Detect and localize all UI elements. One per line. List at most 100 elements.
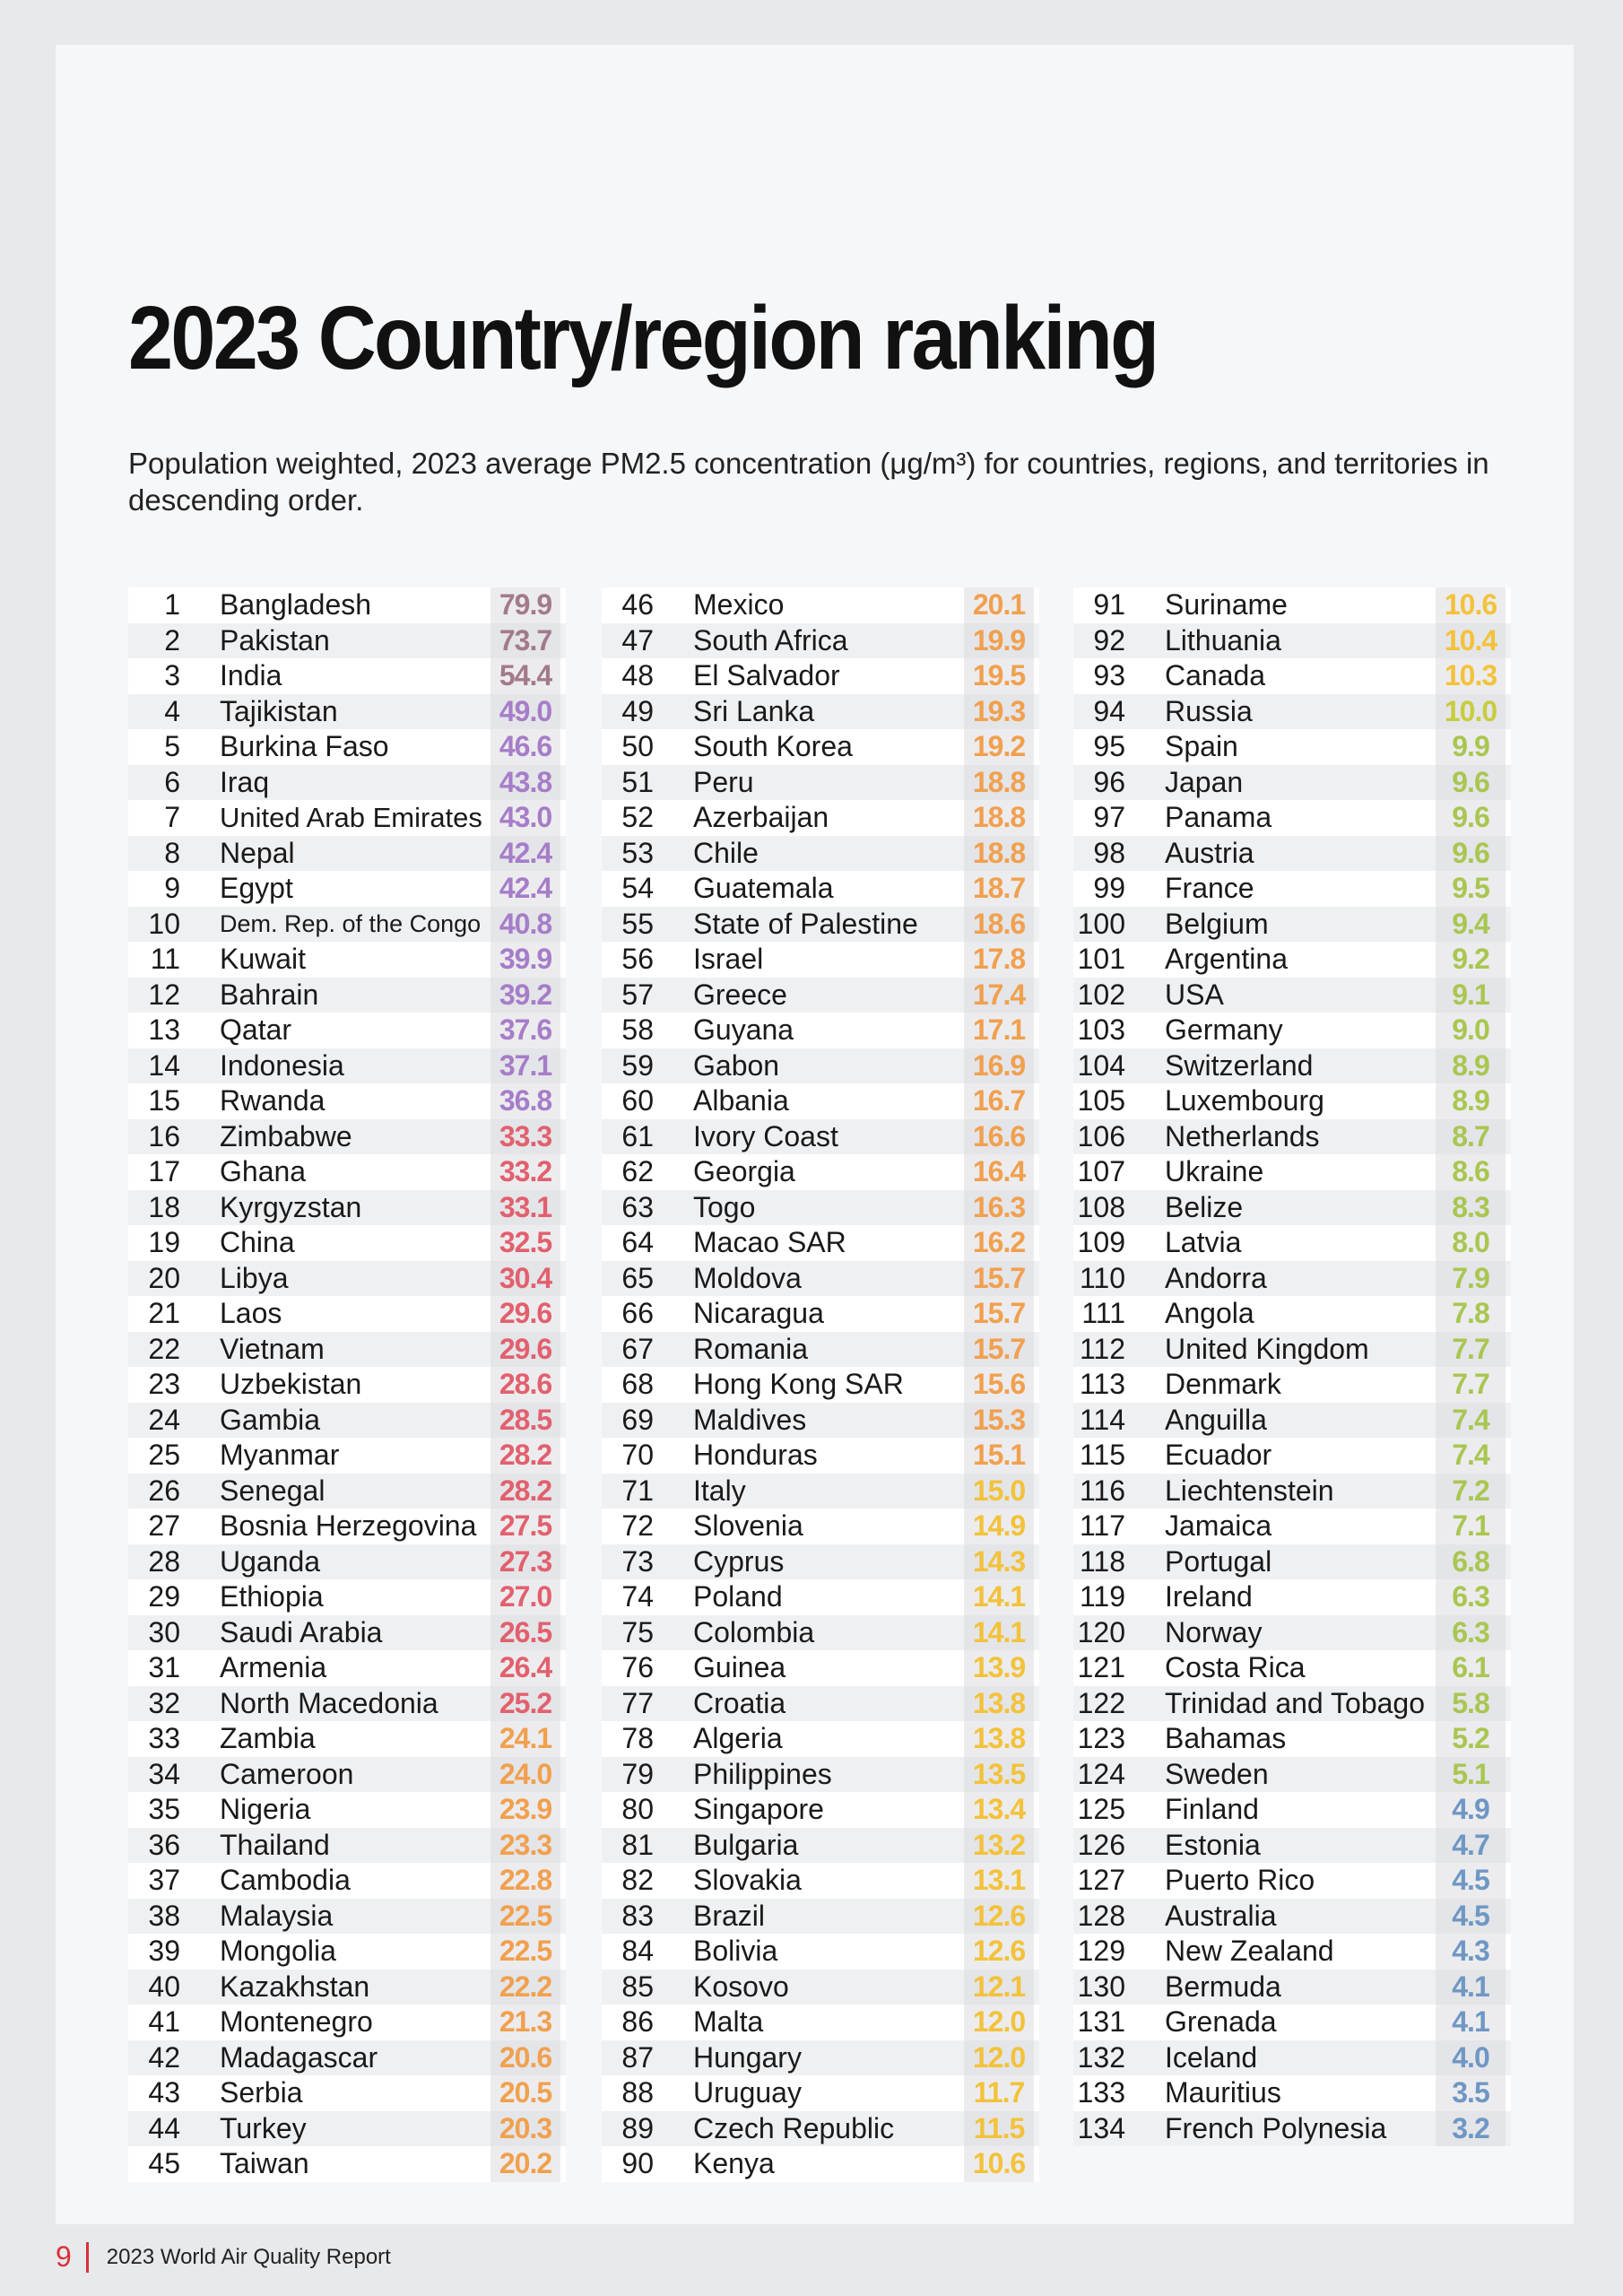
- table-row: 64 Macao SAR 16.2: [602, 1225, 1039, 1261]
- footer-text: 2023 World Air Quality Report: [106, 2244, 391, 2269]
- table-row: 54 Guatemala 18.7: [602, 871, 1039, 907]
- country: Ecuador: [1165, 1439, 1272, 1472]
- rank: 77: [621, 1686, 654, 1719]
- country: Slovakia: [693, 1864, 802, 1897]
- table-row: 132 Iceland 4.0: [1073, 2039, 1511, 2075]
- table-row: 100 Belgium 9.4: [1073, 906, 1511, 942]
- table-row: 103 Germany 9.0: [1073, 1013, 1511, 1048]
- country: Norway: [1165, 1615, 1263, 1648]
- pm25-value: 10.6: [964, 2146, 1034, 2182]
- rank: 79: [621, 1757, 654, 1790]
- pm25-value: 39.9: [490, 942, 560, 978]
- table-row: 17 Ghana 33.2: [128, 1154, 566, 1190]
- table-row: 93 Canada 10.3: [1073, 658, 1511, 694]
- table-row: 56 Israel 17.8: [602, 942, 1039, 978]
- pm25-value: 18.8: [964, 764, 1034, 800]
- pm25-value: 20.1: [964, 587, 1034, 623]
- table-row: 42 Madagascar 20.6: [128, 2039, 566, 2075]
- pm25-value: 28.2: [490, 1438, 560, 1474]
- table-row: 128 Australia 4.5: [1073, 1898, 1511, 1934]
- country: Maldives: [693, 1403, 807, 1436]
- country: Italy: [693, 1474, 746, 1507]
- country: Burkina Faso: [220, 730, 389, 763]
- country: Moldova: [693, 1261, 802, 1294]
- country: Taiwan: [220, 2147, 309, 2180]
- rank: 116: [1079, 1474, 1125, 1507]
- rank: 8: [164, 836, 180, 869]
- pm25-value: 8.0: [1436, 1225, 1506, 1261]
- table-row: 96 Japan 9.6: [1073, 764, 1511, 800]
- table-row: 89 Czech Republic 11.5: [602, 2110, 1039, 2146]
- country: Latvia: [1165, 1226, 1242, 1259]
- table-row: 40 Kazakhstan 22.2: [128, 1969, 566, 2005]
- rank: 6: [164, 765, 180, 798]
- table-row: 63 Togo 16.3: [602, 1189, 1039, 1225]
- table-row: 4 Tajikistan 49.0: [128, 693, 566, 729]
- pm25-value: 3.2: [1436, 2110, 1506, 2146]
- pm25-value: 9.2: [1436, 942, 1506, 978]
- country: Guatemala: [693, 872, 834, 905]
- pm25-value: 5.2: [1436, 1721, 1506, 1757]
- pm25-value: 9.0: [1436, 1013, 1506, 1048]
- country: Cambodia: [220, 1864, 351, 1897]
- pm25-value: 8.9: [1436, 1048, 1506, 1083]
- rank: 132: [1077, 2040, 1125, 2074]
- rank: 47: [621, 623, 654, 657]
- pm25-value: 19.5: [964, 658, 1034, 694]
- country: Guyana: [693, 1013, 794, 1047]
- country: Serbia: [220, 2076, 303, 2109]
- rank: 82: [621, 1864, 654, 1897]
- table-row: 47 South Africa 19.9: [602, 622, 1039, 658]
- rank: 81: [621, 1828, 654, 1861]
- rank: 126: [1077, 1828, 1125, 1861]
- pm25-value: 10.4: [1436, 622, 1506, 658]
- rank: 22: [148, 1332, 180, 1365]
- table-row: 95 Spain 9.9: [1073, 729, 1511, 765]
- country: Bangladesh: [220, 588, 372, 622]
- table-row: 83 Brazil 12.6: [602, 1898, 1039, 1934]
- rank: 71: [621, 1474, 654, 1507]
- rank: 7: [164, 801, 180, 834]
- country: Qatar: [220, 1013, 292, 1047]
- rank: 95: [1093, 730, 1125, 763]
- rank: 2: [164, 623, 180, 657]
- table-row: 50 South Korea 19.2: [602, 729, 1039, 765]
- country: Bermuda: [1165, 1970, 1281, 2003]
- country: Macao SAR: [693, 1226, 846, 1259]
- rank: 83: [621, 1899, 654, 1932]
- subtitle: Population weighted, 2023 average PM2.5 …: [128, 447, 1489, 517]
- country: Bolivia: [693, 1935, 778, 1968]
- table-row: 91 Suriname 10.6: [1073, 587, 1511, 623]
- rank: 133: [1077, 2076, 1125, 2109]
- pm25-value: 19.2: [964, 729, 1034, 765]
- pm25-value: 6.8: [1436, 1544, 1506, 1579]
- pm25-value: 24.1: [490, 1721, 560, 1757]
- pm25-value: 16.6: [964, 1118, 1034, 1154]
- table-row: 76 Guinea 13.9: [602, 1650, 1039, 1686]
- pm25-value: 20.5: [490, 2075, 560, 2111]
- country: Estonia: [1165, 1828, 1261, 1861]
- country: United Arab Emirates: [220, 801, 482, 833]
- rank: 62: [621, 1155, 654, 1188]
- pm25-value: 7.1: [1436, 1509, 1506, 1544]
- table-row: 57 Greece 17.4: [602, 977, 1039, 1013]
- country: Czech Republic: [693, 2111, 895, 2144]
- rank: 11: [150, 943, 180, 976]
- country: Hungary: [693, 2040, 802, 2074]
- pm25-value: 43.0: [490, 800, 560, 836]
- pm25-value: 32.5: [490, 1225, 560, 1261]
- country: Denmark: [1165, 1368, 1281, 1401]
- table-row: 68 Hong Kong SAR 15.6: [602, 1367, 1039, 1403]
- table-row: 114 Anguilla 7.4: [1073, 1402, 1511, 1438]
- rank: 13: [148, 1013, 180, 1047]
- rank: 89: [621, 2111, 654, 2144]
- rank: 106: [1077, 1119, 1125, 1152]
- table-row: 117 Jamaica 7.1: [1073, 1509, 1511, 1544]
- pm25-value: 13.9: [964, 1650, 1034, 1686]
- table-column: 91 Suriname 10.6 92 Lithuania 10.4 93 Canada 10.…: [1073, 587, 1511, 2146]
- country: Pakistan: [220, 623, 330, 657]
- rank: 53: [621, 836, 654, 869]
- table-row: 38 Malaysia 22.5: [128, 1898, 566, 1934]
- pm25-value: 26.4: [490, 1650, 560, 1686]
